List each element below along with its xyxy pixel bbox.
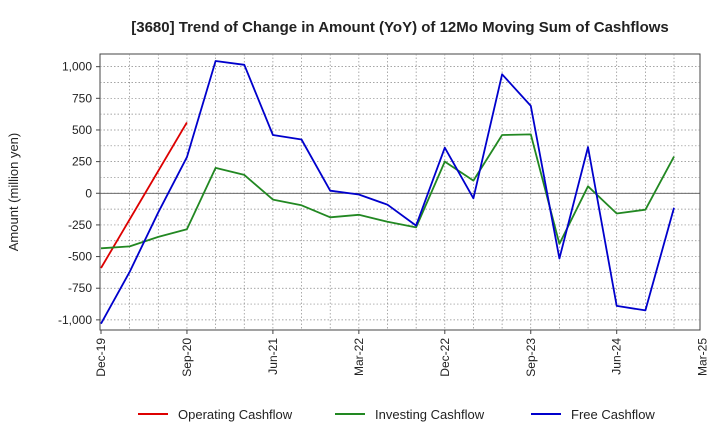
- y-tick-label: 250: [72, 155, 92, 169]
- y-tick-label: 500: [72, 123, 92, 137]
- chart-title: [3680] Trend of Change in Amount (YoY) o…: [131, 19, 669, 36]
- y-tick-label: -250: [68, 218, 92, 232]
- plot-area: [99, 53, 701, 331]
- x-tick-label: Sep-20: [180, 338, 194, 377]
- y-tick-label: 750: [72, 91, 92, 105]
- y-axis-label: Amount (million yen): [6, 133, 21, 252]
- legend: Operating Cashflow Investing Cashflow Free…: [138, 407, 655, 422]
- y-axis-ticks: -1,000 -750 -500 -250 0 250 500 750 1,000: [58, 60, 100, 327]
- x-axis-ticks: Dec-19 Sep-20 Jun-21 Mar-22 Dec-22 Sep-23 Jun-…: [94, 330, 710, 377]
- x-tick-label: Dec-22: [438, 338, 452, 377]
- series-lines: [100, 60, 675, 325]
- y-tick-label: -500: [68, 250, 92, 264]
- series-line-free-cashflow: [100, 60, 675, 325]
- y-tick-label: 1,000: [62, 60, 92, 74]
- x-tick-label: Jun-24: [610, 338, 624, 375]
- x-tick-label: Sep-23: [524, 338, 538, 377]
- y-tick-label: -1,000: [58, 313, 92, 327]
- x-tick-label: Jun-21: [266, 338, 280, 375]
- legend-label: Investing Cashflow: [375, 407, 485, 422]
- x-tick-label: Dec-19: [94, 338, 108, 377]
- y-tick-label: -750: [68, 281, 92, 295]
- grid-lines: [100, 54, 700, 330]
- series-line-investing-cashflow: [100, 133, 675, 250]
- x-tick-label: Mar-22: [352, 338, 366, 376]
- legend-label: Free Cashflow: [571, 407, 655, 422]
- y-tick-label: 0: [85, 186, 92, 200]
- series-line-operating-cashflow: [100, 121, 188, 269]
- x-tick-label: Mar-25: [696, 338, 710, 376]
- legend-label: Operating Cashflow: [178, 407, 293, 422]
